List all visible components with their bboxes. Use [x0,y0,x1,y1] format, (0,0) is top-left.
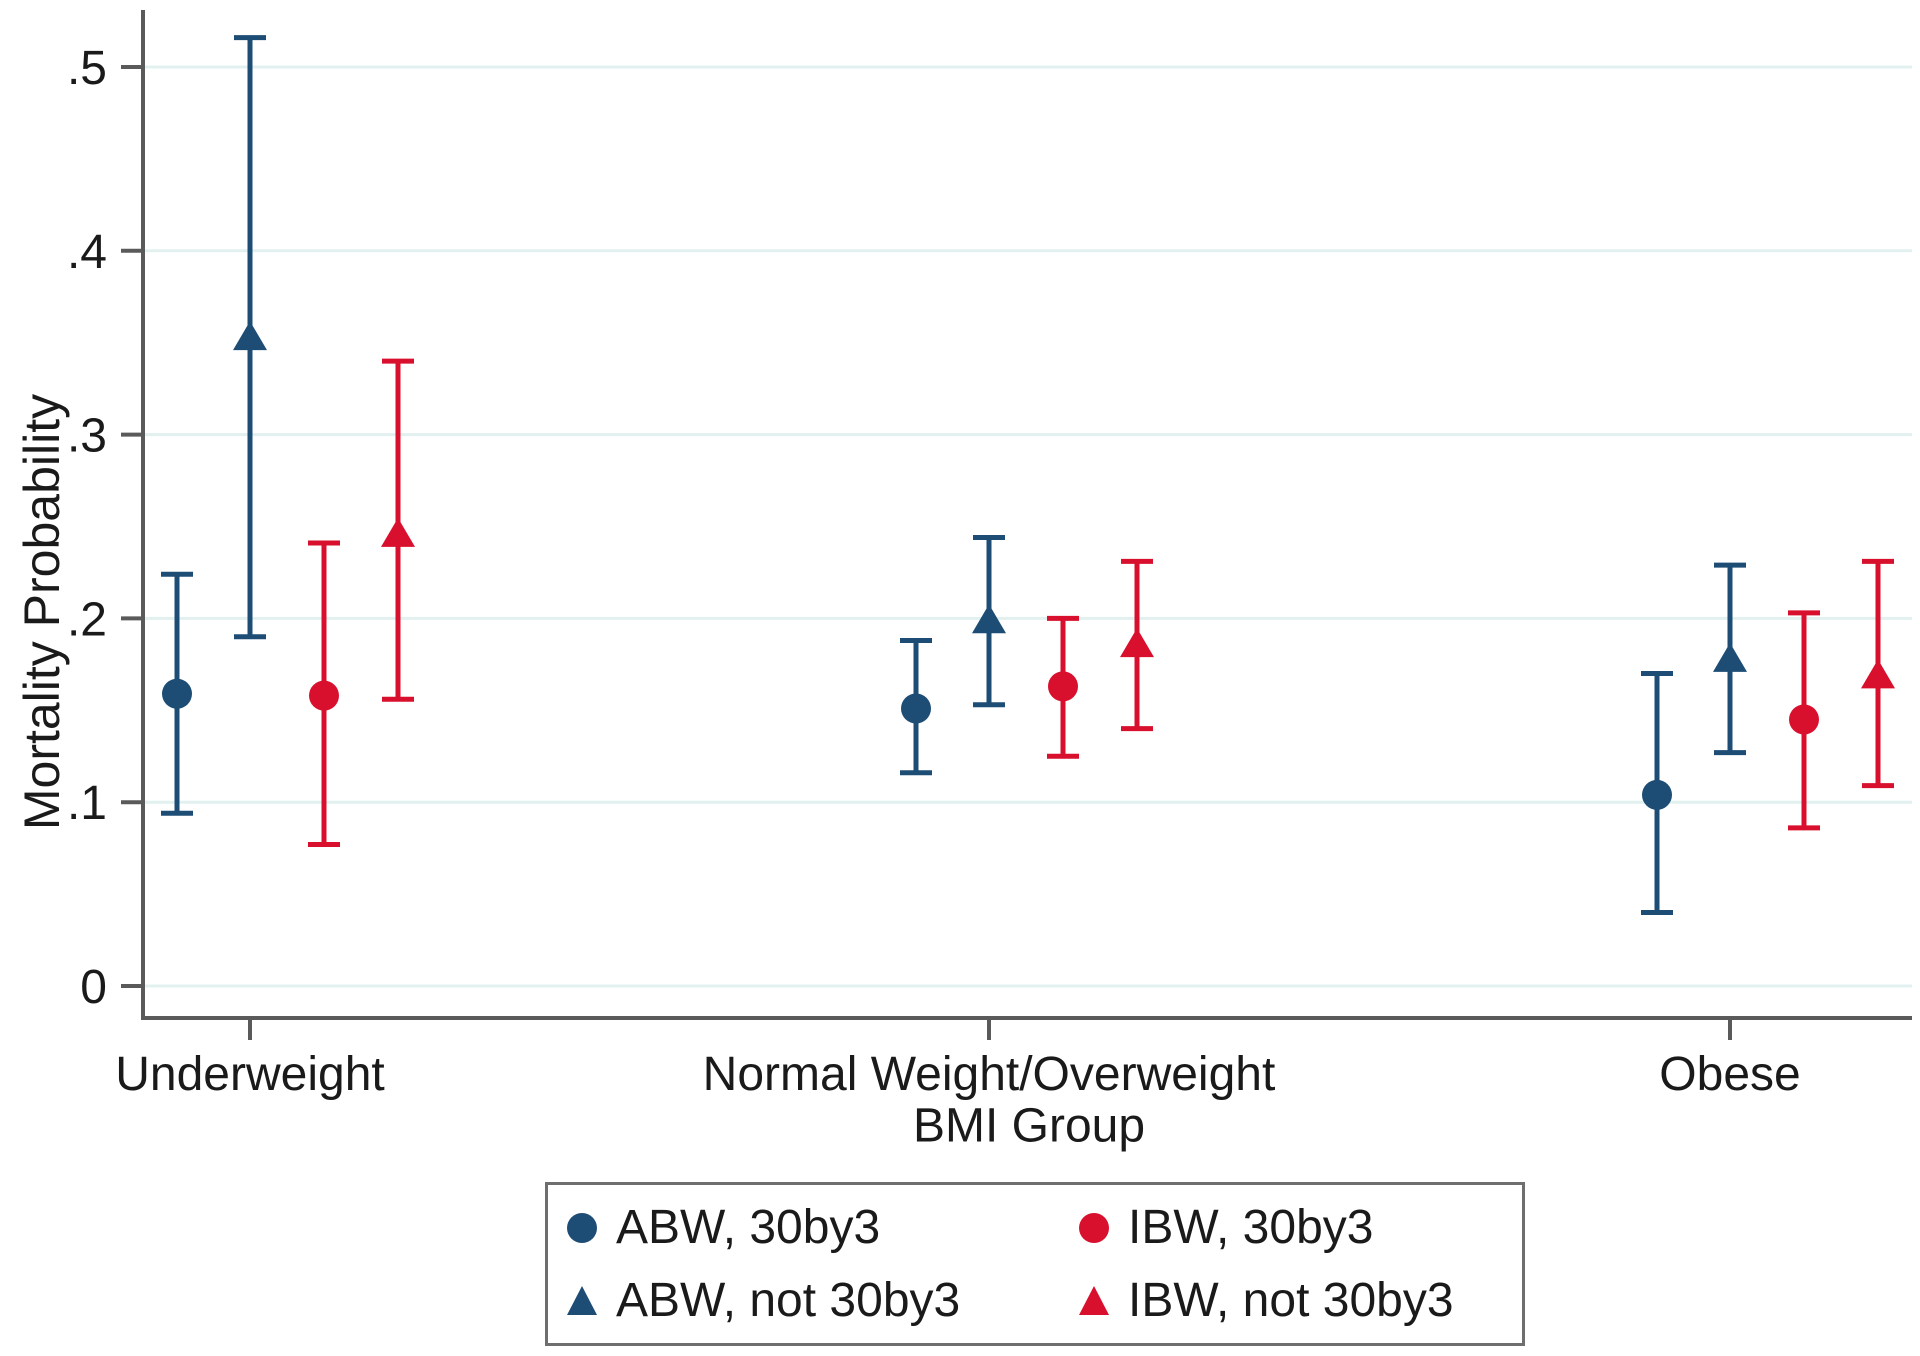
legend-triangle-marker-icon [1079,1285,1109,1315]
legend-item-label: IBW, not 30by3 [1128,1273,1454,1327]
series-ibw-30by3 [308,540,1820,847]
point-marker [972,604,1006,634]
point-marker [1861,659,1895,689]
legend: ABW, 30by3 IBW, 30by3 ABW, not 30by3 IBW, n… [545,1182,1525,1346]
y-tick-label: 0 [80,961,107,1014]
point-marker [233,321,267,351]
x-tick-label: Underweight [115,1048,384,1101]
series-abw-not-30by3 [233,35,1747,756]
legend-circle-marker-icon [1079,1212,1109,1243]
legend-circle-marker-icon [567,1212,597,1243]
point-marker [1642,779,1672,810]
x-axis-title: BMI Group [912,1099,1146,1153]
legend-item-label: IBW, 30by3 [1128,1200,1374,1254]
series-ibw-not-30by3 [381,358,1895,789]
legend-item-label: ABW, 30by3 [616,1200,881,1254]
legend-item: ABW, 30by3 [564,1200,1076,1254]
legend-marker [1079,1285,1109,1315]
point-marker [901,693,931,724]
point-marker [309,680,339,711]
point-marker [381,517,415,547]
point-marker [1048,671,1078,702]
legend-item: IBW, 30by3 [1076,1200,1522,1254]
legend-item-label: ABW, not 30by3 [616,1273,961,1327]
legend-item: ABW, not 30by3 [564,1273,1076,1327]
point-marker [1713,642,1747,672]
series-abw-30by3 [161,571,1673,915]
x-tick-label: Obese [1659,1048,1800,1101]
legend-triangle-marker-icon [567,1285,597,1315]
point-marker [1120,628,1154,658]
point-marker [162,678,192,709]
legend-marker [567,1285,597,1315]
y-tick-label: .4 [67,226,107,279]
x-tick-label: Normal Weight/Overweight [703,1048,1276,1101]
legend-marker [1079,1212,1109,1243]
y-tick-label: .2 [67,593,107,646]
legend-item: IBW, not 30by3 [1076,1273,1522,1327]
legend-marker [567,1212,597,1243]
y-tick-label: .1 [67,777,107,830]
y-tick-label: .5 [67,42,107,95]
y-axis-title: Mortality Probability [14,393,70,831]
point-marker [1789,704,1819,735]
y-tick-label: .3 [67,410,107,463]
